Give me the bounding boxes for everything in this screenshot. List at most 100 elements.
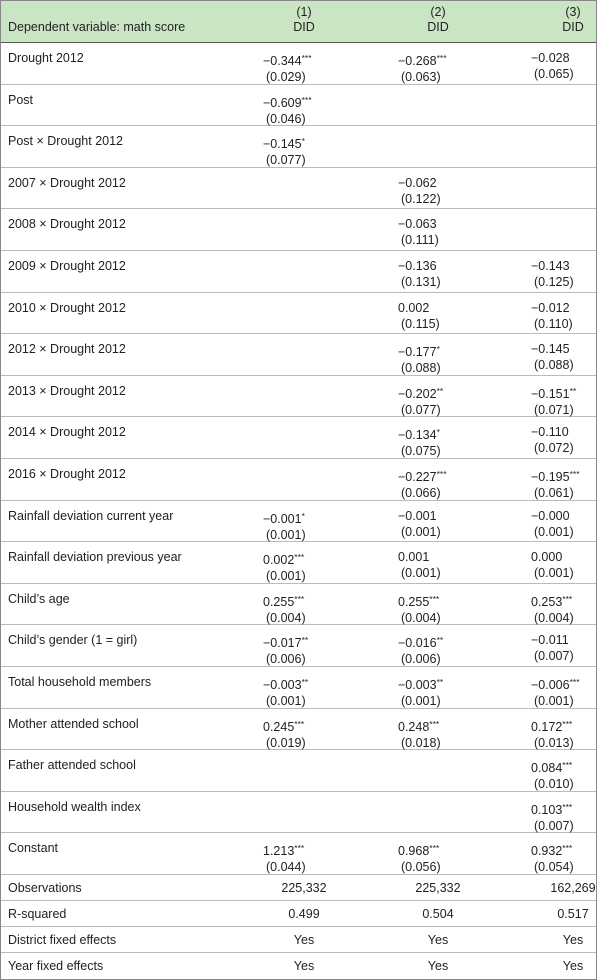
row-label: Constant <box>8 841 59 856</box>
standard-error: (0.125) <box>534 275 574 289</box>
significance-stars: *** <box>429 718 440 729</box>
header-row: Dependent variable: math score (1) DID (2) D… <box>1 1 596 43</box>
row-label: District fixed effects <box>8 933 117 947</box>
coefficient: −0.062 <box>398 175 437 190</box>
coef-cell: 0.000 (0.001) <box>531 549 574 581</box>
standard-error: (0.110) <box>534 316 573 331</box>
coef-line: 0.084*** <box>531 757 574 776</box>
coef-cell: −0.151** (0.071) <box>531 383 576 418</box>
standard-error: (0.088) <box>401 361 441 376</box>
coef-line: −0.063 <box>398 216 439 232</box>
coefficient: −0.136 <box>398 259 437 273</box>
coef-line: −0.006*** <box>531 674 580 693</box>
coef-line: −0.195*** <box>531 466 580 485</box>
standard-error: (0.001) <box>534 524 574 539</box>
standard-error: (0.044) <box>266 860 306 875</box>
row-label: Household wealth index <box>8 799 141 814</box>
coefficient: −0.016 <box>398 636 437 651</box>
coef-line: −0.136 <box>398 258 441 274</box>
significance-stars: *** <box>562 718 573 729</box>
column-method: DID <box>427 20 449 34</box>
coefficient: 0.245 <box>263 719 295 734</box>
significance-stars: *** <box>562 843 573 854</box>
significance-stars: *** <box>294 718 305 729</box>
standard-error: (0.004) <box>401 610 441 625</box>
coef-cell: −0.062 (0.122) <box>398 175 441 207</box>
stat-value: 0.517 <box>557 907 589 921</box>
significance-stars: * <box>436 427 440 438</box>
coefficient: 0.084 <box>531 761 563 776</box>
coefficient: −0.001 <box>398 508 437 523</box>
coef-cell: −0.145* (0.077) <box>263 133 306 168</box>
coefficient: −0.003 <box>263 678 302 692</box>
column-method: DID <box>562 20 584 34</box>
row-label: 2010 × Drought 2012 <box>8 300 126 315</box>
coef-cell: −0.063 (0.111) <box>398 216 439 248</box>
standard-error: (0.066) <box>401 486 441 500</box>
standard-error: (0.061) <box>534 486 574 500</box>
coefficient: 0.001 <box>398 550 430 565</box>
row-label: Total household members <box>8 675 152 689</box>
standard-error: (0.004) <box>266 610 306 625</box>
column-header: (1) DID <box>264 5 344 35</box>
coef-line: −0.003** <box>263 674 308 693</box>
coef-cell: 0.968*** (0.056) <box>398 840 441 875</box>
significance-stars: *** <box>294 593 305 604</box>
coef-row: Rainfall deviation current year −0.001* (0… <box>1 501 596 543</box>
coef-row: Mother attended school 0.245*** (0.019) 0.2… <box>1 709 596 751</box>
row-label: 2007 × Drought 2012 <box>8 175 126 190</box>
coef-cell: −0.195*** (0.061) <box>531 466 580 501</box>
column-number: (1) <box>296 5 312 19</box>
coefficient: −0.609 <box>263 95 302 110</box>
coef-cell: −0.136 (0.131) <box>398 258 441 290</box>
standard-error: (0.001) <box>401 694 441 708</box>
significance-stars: *** <box>294 843 305 854</box>
coefficient: −0.134 <box>398 428 437 443</box>
coef-cell: −0.134* (0.075) <box>398 424 441 459</box>
stat-row: Observations 225,332 225,332 162,269 <box>1 875 596 901</box>
coefficient: −0.344 <box>263 54 302 68</box>
row-label: 2008 × Drought 2012 <box>8 217 126 232</box>
row-label: Year fixed effects <box>8 959 104 973</box>
coef-row: Drought 2012 −0.344*** (0.029) −0.268*** (0.… <box>1 43 596 85</box>
coefficient: 0.932 <box>531 844 563 859</box>
significance-stars: *** <box>562 593 573 604</box>
standard-error: (0.111) <box>401 233 439 248</box>
coefficient: 0.002 <box>263 553 295 568</box>
coef-row: 2008 × Drought 2012 −0.063 (0.111) <box>1 209 596 251</box>
coef-row: 2007 × Drought 2012 −0.062 (0.122) <box>1 168 596 210</box>
coef-row: 2010 × Drought 2012 0.002 (0.115) −0.012 (0.… <box>1 293 596 335</box>
coef-line: 0.248*** <box>398 716 441 735</box>
standard-error: (0.018) <box>401 735 441 750</box>
standard-error: (0.077) <box>401 402 441 417</box>
coef-cell: −0.003** (0.001) <box>398 674 443 709</box>
coef-row: 2014 × Drought 2012 −0.134* (0.075) −0.110(… <box>1 417 596 459</box>
coef-line: −0.003** <box>398 674 443 693</box>
standard-error: (0.115) <box>401 316 440 331</box>
row-label: R-squared <box>8 907 67 921</box>
coef-line: −0.017** <box>263 632 308 651</box>
coef-cell: −0.344*** (0.029) <box>263 50 312 85</box>
row-label: Child’s gender (1 = girl) <box>8 633 138 648</box>
standard-error: (0.122) <box>401 191 441 206</box>
coef-cell: −0.001* (0.001) <box>263 508 306 543</box>
coefficient: 0.103 <box>531 802 563 817</box>
coefficient: −0.195 <box>531 470 570 484</box>
coef-cell: −0.609*** (0.046) <box>263 92 312 127</box>
coef-line: −0.609*** <box>263 92 312 111</box>
coefficient: −0.006 <box>531 678 570 692</box>
column-header: (3) DID <box>533 5 597 35</box>
significance-stars: *** <box>436 469 447 479</box>
coef-cell: 0.084*** (0.010) <box>531 757 574 792</box>
coef-cell: −0.001 (0.001) <box>398 508 441 540</box>
coef-cell: 0.932*** (0.054) <box>531 840 574 875</box>
coef-line: −0.110 <box>531 424 574 440</box>
coef-row: Post × Drought 2012 −0.145* (0.077) <box>1 126 596 168</box>
coef-row: 2009 × Drought 2012 −0.136 (0.131) −0.143 (0… <box>1 251 596 293</box>
coef-row: 2012 × Drought 2012 −0.177* (0.088) −0.145(… <box>1 334 596 376</box>
coef-line: 0.172*** <box>531 716 574 735</box>
coef-cell: 0.248*** (0.018) <box>398 716 441 751</box>
stat-row: Year fixed effects Yes Yes Yes <box>1 953 596 979</box>
coef-line: −0.134* <box>398 424 441 443</box>
coef-line: −0.001 <box>398 508 441 524</box>
